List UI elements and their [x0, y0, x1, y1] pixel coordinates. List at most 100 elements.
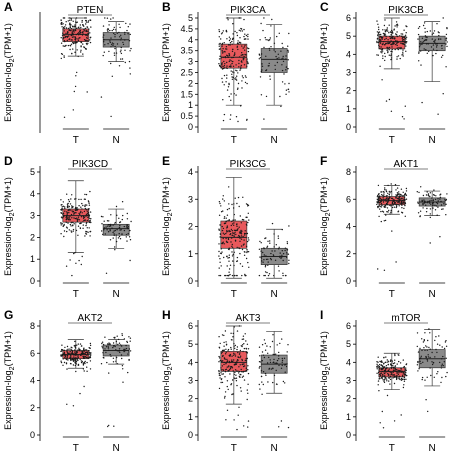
data-point — [74, 85, 77, 88]
data-point — [420, 41, 422, 43]
data-point — [386, 28, 388, 31]
data-point — [68, 29, 70, 32]
data-point — [226, 274, 228, 277]
data-point — [260, 22, 262, 25]
data-point — [238, 226, 240, 228]
data-point — [105, 272, 108, 274]
data-point — [118, 342, 121, 344]
data-point — [399, 35, 401, 37]
data-point — [224, 371, 227, 373]
data-point — [238, 234, 240, 237]
data-point — [285, 93, 287, 96]
data-point — [261, 63, 263, 65]
data-point — [421, 376, 424, 379]
data-point — [231, 230, 233, 232]
data-point — [395, 21, 398, 23]
data-point — [246, 232, 249, 235]
data-point — [378, 365, 381, 368]
data-point — [226, 385, 228, 388]
data-point — [429, 192, 432, 194]
data-point — [278, 364, 280, 367]
data-point — [67, 222, 69, 224]
data-point — [267, 261, 269, 263]
data-point — [382, 41, 385, 43]
data-point — [276, 344, 278, 346]
data-point — [248, 266, 250, 268]
data-point — [381, 376, 383, 379]
data-point — [425, 39, 428, 41]
data-point — [395, 194, 397, 196]
data-point — [393, 37, 395, 40]
data-point — [105, 346, 108, 348]
data-point — [248, 47, 250, 50]
data-point — [89, 41, 92, 44]
y-tick-label: 1 — [30, 254, 35, 264]
data-point — [387, 370, 389, 372]
data-point — [403, 207, 405, 210]
data-point — [434, 198, 437, 201]
data-point — [388, 374, 390, 376]
data-point — [71, 31, 73, 34]
y-tick-label: 0 — [346, 430, 351, 440]
data-point — [402, 195, 404, 197]
data-point — [381, 79, 383, 81]
data-point — [74, 51, 76, 53]
data-point — [77, 39, 80, 42]
data-point — [231, 220, 233, 223]
data-point — [383, 372, 385, 374]
data-point — [262, 261, 264, 263]
data-point — [106, 361, 108, 364]
box-t — [220, 351, 248, 372]
data-point — [282, 274, 284, 277]
data-point — [83, 46, 85, 48]
data-point — [240, 64, 242, 67]
data-point — [241, 344, 244, 346]
data-point — [420, 355, 422, 357]
data-point — [386, 211, 388, 213]
data-point — [246, 351, 248, 354]
data-point — [382, 427, 385, 429]
data-point — [388, 380, 390, 382]
data-point — [72, 29, 75, 31]
data-point — [90, 221, 92, 224]
data-point — [405, 367, 407, 369]
y-tick-label: 1 — [188, 100, 193, 110]
data-point — [87, 42, 89, 44]
data-point — [388, 42, 391, 44]
data-point — [107, 343, 109, 345]
data-point — [247, 383, 249, 385]
data-point — [70, 231, 73, 233]
data-point — [287, 51, 289, 53]
data-point — [379, 422, 381, 424]
data-point — [384, 33, 386, 35]
data-point — [128, 336, 130, 338]
data-point — [267, 381, 269, 383]
data-point — [79, 28, 81, 30]
data-point — [221, 334, 224, 336]
data-point — [80, 51, 82, 53]
data-point — [420, 357, 422, 359]
data-point — [115, 240, 118, 243]
data-point — [393, 28, 395, 30]
data-point — [246, 343, 249, 345]
data-point — [63, 56, 65, 58]
data-point — [443, 347, 446, 350]
data-point — [264, 274, 266, 277]
data-point — [286, 363, 288, 365]
data-point — [396, 371, 398, 373]
y-tick-label: 4 — [346, 222, 351, 232]
data-point — [430, 203, 432, 205]
y-tick-label: 6 — [346, 13, 351, 23]
data-point — [401, 37, 404, 39]
data-point — [404, 36, 407, 38]
data-point — [259, 256, 261, 258]
data-point — [66, 214, 68, 216]
data-point — [122, 214, 124, 217]
data-point — [65, 27, 68, 29]
data-point — [221, 251, 223, 253]
data-point — [109, 239, 112, 241]
data-point — [431, 363, 434, 366]
data-point — [111, 29, 113, 32]
data-point — [396, 40, 398, 42]
data-point — [78, 212, 80, 215]
